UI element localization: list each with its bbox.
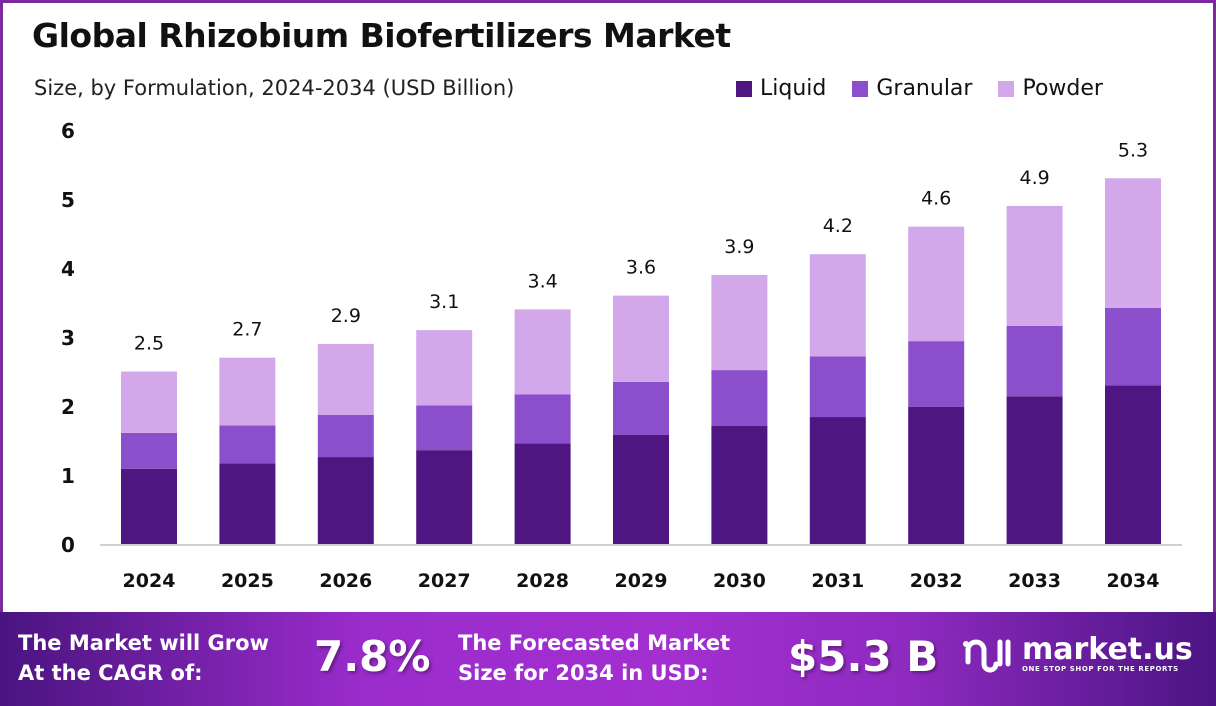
forecast-label-line1: The Forecasted Market — [458, 631, 731, 655]
cagr-label-line2: At the CAGR of: — [18, 661, 203, 685]
bar-segment-granular — [711, 370, 768, 427]
bar-segment-granular — [1105, 308, 1161, 386]
bar-segment-powder — [1105, 178, 1161, 309]
logo-icon — [963, 639, 1011, 673]
x-tick-label: 2033 — [1008, 570, 1061, 592]
bar-segment-powder — [121, 371, 177, 433]
bar-segment-liquid — [514, 443, 571, 544]
y-tick-label: 6 — [61, 119, 75, 143]
bar-segment-powder — [416, 330, 473, 406]
stacked-bar-chart: 0 1 2 3 4 5 6 2.5 2024 2.7 2025 2.9 2026 3.1 2027 3.4 20… — [61, 119, 1182, 592]
forecast-label: The Forecasted Market Size for 2034 in U… — [458, 628, 730, 688]
footer-banner: The Market will Grow At the CAGR of: 7.8… — [0, 612, 1216, 706]
bar-segment-liquid — [121, 468, 177, 544]
bar-segment-liquid — [809, 417, 866, 544]
data-label-total: 2.7 — [232, 319, 262, 341]
chart-title: Global Rhizobium Biofertilizers Market — [32, 16, 731, 55]
bar-segment-liquid — [908, 406, 965, 544]
legend-swatch — [736, 80, 752, 97]
bar-segment-liquid — [711, 426, 768, 544]
market-us-logo: market.us ONE STOP SHOP FOR THE REPORTS — [962, 634, 1193, 674]
y-tick-label: 2 — [61, 395, 75, 419]
x-tick-label: 2026 — [319, 570, 372, 592]
bar-segment-granular — [514, 394, 571, 444]
bar-segment-granular — [809, 356, 866, 418]
forecast-value: $5.3 B — [788, 632, 939, 681]
legend-item-powder: Powder — [998, 76, 1103, 101]
bar-segment-granular — [121, 432, 177, 469]
data-label-total: 4.6 — [921, 188, 951, 210]
y-tick-label: 1 — [61, 464, 75, 488]
cagr-label-line1: The Market will Grow — [18, 631, 269, 655]
y-tick-label: 5 — [61, 188, 75, 212]
chart-subtitle: Size, by Formulation, 2024-2034 (USD Bil… — [34, 76, 515, 100]
y-tick-label: 0 — [61, 533, 75, 557]
bar-segment-powder — [809, 254, 866, 357]
bar-segment-liquid — [1006, 396, 1063, 544]
x-tick-label: 2030 — [713, 570, 766, 592]
legend-label: Granular — [876, 76, 973, 101]
bar-segment-powder — [908, 226, 965, 342]
legend-item-liquid: Liquid — [736, 76, 826, 101]
bar-segment-liquid — [416, 450, 473, 544]
legend-item-granular: Granular — [852, 76, 972, 101]
x-tick-label: 2024 — [123, 570, 176, 592]
bar-segment-powder — [219, 357, 276, 426]
legend-swatch — [852, 80, 869, 97]
cagr-label: The Market will Grow At the CAGR of: — [18, 628, 269, 688]
bar-segment-powder — [1006, 205, 1063, 326]
x-tick-label: 2031 — [811, 570, 864, 592]
logo-tagline: ONE STOP SHOP FOR THE REPORTS — [1022, 665, 1179, 673]
bar-segment-liquid — [317, 457, 374, 544]
legend: Liquid Granular Powder — [736, 76, 1103, 101]
x-tick-label: 2028 — [516, 570, 569, 592]
y-tick-label: 4 — [61, 257, 75, 281]
data-label-total: 3.9 — [724, 236, 754, 258]
forecast-label-line2: Size for 2034 in USD: — [458, 661, 709, 685]
x-tick-label: 2034 — [1107, 570, 1160, 592]
logo-name: market.us — [1022, 632, 1193, 667]
data-label-total: 4.2 — [823, 215, 853, 237]
legend-label: Powder — [1022, 76, 1103, 101]
bar-segment-powder — [711, 274, 768, 371]
bar-segment-liquid — [1105, 385, 1161, 544]
data-label-total: 5.3 — [1118, 139, 1148, 161]
x-tick-label: 2032 — [910, 570, 963, 592]
x-tick-label: 2029 — [615, 570, 668, 592]
x-tick-label: 2027 — [418, 570, 471, 592]
data-label-total: 4.9 — [1019, 167, 1049, 189]
data-label-total: 3.4 — [527, 270, 557, 292]
bar-segment-granular — [317, 414, 374, 458]
y-tick-label: 3 — [61, 326, 75, 350]
data-label-total: 2.5 — [134, 333, 164, 355]
bar-segment-granular — [219, 425, 276, 464]
bar-segment-granular — [908, 341, 965, 407]
bar-segment-granular — [613, 381, 669, 435]
x-tick-label: 2025 — [221, 570, 274, 592]
data-label-total: 3.1 — [429, 291, 459, 313]
cagr-value: 7.8% — [314, 632, 431, 681]
bar-segment-granular — [1006, 325, 1063, 397]
chart-frame — [0, 0, 1216, 612]
bar-segment-powder — [514, 309, 571, 395]
bar-segment-powder — [613, 295, 669, 382]
bar-segment-liquid — [613, 434, 669, 544]
legend-swatch — [998, 80, 1015, 97]
legend-label: Liquid — [760, 76, 827, 101]
bar-segment-liquid — [219, 463, 276, 544]
bar-segment-granular — [416, 405, 473, 451]
data-label-total: 3.6 — [626, 257, 656, 279]
bar-segment-powder — [317, 343, 374, 415]
data-label-total: 2.9 — [331, 305, 361, 327]
